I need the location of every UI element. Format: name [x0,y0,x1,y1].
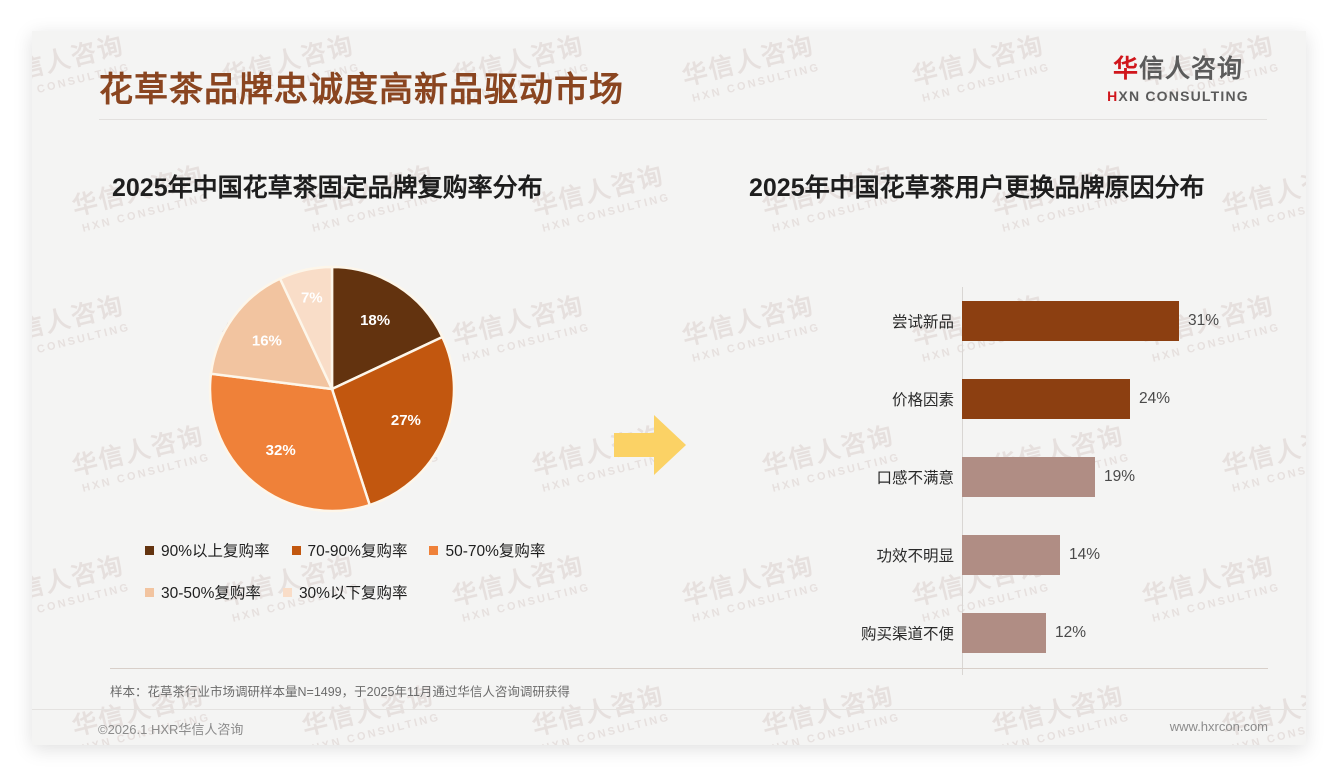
left-chart-title: 2025年中国花草茶固定品牌复购率分布 [112,174,543,202]
footnote-divider [110,668,1268,669]
right-arrow-icon [610,409,690,481]
repurchase-rate-pie-chart: 18% 27% 32% 16% 7% [207,264,457,514]
legend-swatch-icon [145,587,154,597]
bar-fill[interactable] [962,379,1130,419]
bar-row: 功效不明显 14% [822,535,1252,575]
bar-row: 价格因素 24% [822,379,1252,419]
pie-legend: 90%以上复购率 70-90%复购率 50-70%复购率 30-50%复购率 30%以下… [145,539,605,623]
bar-category-label: 功效不明显 [876,548,954,565]
footer-divider [32,709,1306,710]
right-chart-title: 2025年中国花草茶用户更换品牌原因分布 [749,174,1205,202]
bar-track: 19% [962,457,1252,497]
bar-row: 购买渠道不便 12% [822,613,1252,653]
bar-row: 尝试新品 31% [822,301,1252,341]
bar-value-label: 24% [1139,390,1171,407]
pie-legend-item[interactable]: 30%以下复购率 [282,581,408,603]
pie-slice[interactable] [278,265,334,390]
pie-slice-label: 32% [266,442,296,459]
bar-value-label: 14% [1069,546,1101,563]
header-divider [99,119,1267,120]
bar-value-label: 19% [1104,468,1136,485]
bar-category-label: 尝试新品 [891,314,954,331]
pie-legend-label: 30%以下复购率 [298,585,408,602]
bar-value-label: 31% [1188,312,1220,329]
bar-fill[interactable] [962,613,1046,653]
slide-content: 2025年中国花草茶固定品牌复购率分布 2025年中国花草茶用户更换品牌原因分布… [32,31,1306,745]
pie-slice[interactable] [209,276,335,391]
brand-logo-en-rest: XN CONSULTING [1118,87,1249,104]
legend-swatch-icon [145,545,154,555]
brand-logo-en: HXN CONSULTING [1088,88,1268,104]
legend-swatch-icon [291,545,301,555]
bar-fill[interactable] [962,457,1095,497]
pie-slice[interactable] [208,372,372,513]
slide-header: 花草茶品牌忠诚度高新品驱动市场 华信人咨询 HXN CONSULTING [32,31,1306,141]
bar-track: 14% [962,535,1252,575]
bar-track: 12% [962,613,1252,653]
pie-slice-label: 7% [301,289,323,306]
pie-legend-item[interactable]: 70-90%复购率 [291,539,408,561]
pie-legend-label: 50-70%复购率 [445,543,546,560]
brand-logo-cn: 华信人咨询 [1088,55,1268,84]
bar-track: 31% [962,301,1252,341]
bar-category-label: 价格因素 [891,392,954,409]
bar-track: 24% [962,379,1252,419]
brand-logo: 华信人咨询 HXN CONSULTING [1088,55,1268,104]
brand-logo-cn-rest: 信人咨询 [1139,55,1244,83]
brand-switch-reason-bar-chart: 尝试新品 31% 价格因素 24% 口感不满意 19% 功效不明显 14% 购买渠道不便 12% [822,283,1252,678]
bar-fill[interactable] [962,535,1060,575]
pie-slice[interactable] [330,335,456,507]
slide-card: 华信人咨询 HXN CONSULTING 华信人咨询 HXN CONSULTING华信… [32,31,1306,745]
bar-category-label: 口感不满意 [876,470,954,487]
slide-footer: ©2026.1 HXR华信人咨询 www.hxrcon.com [32,710,1306,745]
pie-legend-label: 30-50%复购率 [161,585,261,602]
pie-slice-label: 16% [252,333,282,350]
pie-svg: 18% 27% 32% 16% 7% [208,265,456,513]
bar-row: 口感不满意 19% [822,457,1252,497]
pie-slice-label: 27% [391,412,421,429]
page-title: 花草茶品牌忠诚度高新品驱动市场 [99,71,624,109]
bar-value-label: 12% [1055,624,1087,641]
pie-slice[interactable] [330,265,445,391]
pie-legend-item[interactable]: 90%以上复购率 [145,539,270,561]
pie-legend-label: 70-90%复购率 [307,543,408,560]
brand-logo-cn-first: 华 [1112,55,1139,83]
bar-category-label: 购买渠道不便 [860,626,954,643]
footer-url[interactable]: www.hxrcon.com [1169,719,1268,734]
legend-swatch-icon [429,545,439,555]
pie-legend-row: 30-50%复购率 30%以下复购率 [145,581,605,603]
pie-legend-item[interactable]: 30-50%复购率 [145,581,261,603]
footnote: 样本：花草茶行业市场调研样本量N=1499，于2025年11月通过华信人咨询调研… [110,685,570,699]
right-arrow-svg [614,415,686,475]
footer-copyright: ©2026.1 HXR华信人咨询 [98,722,244,737]
pie-legend-label: 90%以上复购率 [161,543,270,560]
legend-swatch-icon [282,587,292,597]
pie-legend-item[interactable]: 50-70%复购率 [429,539,545,561]
brand-logo-en-h: H [1107,87,1119,104]
pie-slice-label: 18% [360,312,390,329]
bar-fill[interactable] [962,301,1179,341]
pie-legend-row: 90%以上复购率 70-90%复购率 50-70%复购率 [145,539,605,561]
